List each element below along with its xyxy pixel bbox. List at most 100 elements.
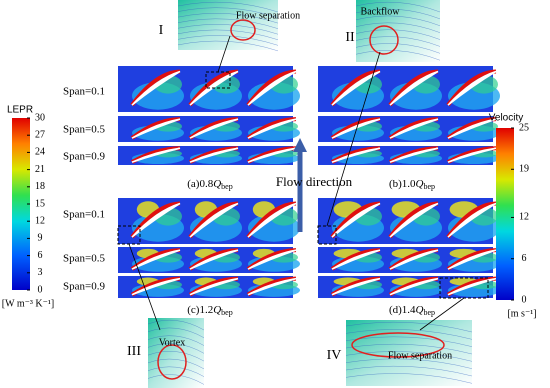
span-label: Span=0.1 [63, 86, 105, 98]
span-label: Span=0.9 [63, 151, 105, 163]
colorbar-tick-label: 27 [35, 129, 45, 140]
blade [247, 277, 297, 296]
streamline [177, 18, 279, 29]
colorbar [496, 128, 514, 300]
blade [131, 277, 181, 296]
inset-note: Flow separation [388, 350, 452, 361]
inset-image [346, 320, 472, 386]
streamline [345, 351, 473, 362]
callout-arrow [326, 51, 381, 227]
inset-numeral: IV [327, 348, 342, 363]
inset-numeral: I [159, 23, 164, 38]
blade [189, 202, 239, 238]
span-label: Span=0.9 [63, 281, 105, 293]
colorbar-title: LEPR [7, 105, 33, 116]
blade [189, 147, 239, 163]
streamline [177, 24, 279, 35]
blade [131, 202, 181, 238]
streamline [345, 343, 473, 355]
callout-arrow [217, 35, 231, 73]
panel-caption: (b)1.0Qbep [389, 178, 435, 191]
colorbar-unit: [W m⁻³ K⁻¹] [2, 298, 54, 309]
blade [247, 70, 297, 106]
flow-label: Flow direction [276, 174, 353, 189]
streamline [355, 29, 441, 40]
inset-numeral: III [127, 344, 141, 359]
inset-numeral: II [345, 30, 355, 45]
callout-box [317, 225, 337, 245]
colorbar-tick-label: 15 [35, 198, 45, 209]
callout-arrow [128, 243, 161, 331]
streamline [355, 1, 441, 13]
highlight-ring [230, 19, 256, 41]
inset-note: Vortex [159, 337, 185, 348]
colorbar-tick-label: 6 [522, 253, 527, 264]
colorbar-unit: [m s⁻¹] [507, 308, 536, 319]
streamline [147, 374, 205, 385]
blade [131, 147, 181, 163]
streamline [147, 327, 205, 338]
streamline [177, 7, 279, 18]
streamline [147, 335, 205, 346]
blade [189, 70, 239, 106]
blade [331, 118, 381, 139]
panel-caption: (d)1.4Qbep [389, 304, 435, 317]
blade [389, 70, 439, 106]
blade [247, 118, 297, 139]
streamline [355, 15, 441, 27]
streamline [147, 319, 205, 331]
streamline [177, 1, 279, 13]
streamline [345, 373, 473, 384]
colorbar-tick-label: 25 [519, 122, 529, 133]
streamline [355, 8, 441, 20]
colorbar-tick-label: 6 [38, 250, 43, 261]
span-label: Span=0.1 [63, 209, 105, 221]
blade [389, 249, 439, 270]
blade [331, 147, 381, 163]
streamline [345, 329, 473, 340]
colorbar-tick-label: 30 [35, 112, 45, 123]
colorbar-tick-label: 19 [519, 164, 529, 175]
inset-image [148, 318, 204, 388]
streamline [177, 13, 279, 24]
inset-note: Backflow [361, 6, 401, 17]
panel-caption: (a)0.8Qbep [187, 178, 232, 191]
callout-arrow [419, 297, 465, 331]
panel-caption: (c)1.2Qbep [187, 304, 232, 317]
blade [189, 118, 239, 139]
streamline [147, 343, 205, 354]
blade [447, 118, 497, 139]
colorbar-tick-label: 24 [35, 147, 45, 158]
contour-panels [118, 66, 500, 298]
blade [131, 70, 181, 106]
blade [331, 70, 381, 106]
blade [447, 70, 497, 106]
blade [389, 277, 439, 296]
highlight-ring [369, 25, 399, 55]
blade [131, 118, 181, 139]
colorbar-tick-label: 0 [522, 294, 527, 305]
span-label: Span=0.5 [63, 253, 105, 265]
streamline [147, 358, 205, 370]
streamline [355, 50, 441, 61]
streamline [345, 321, 473, 333]
colorbar [12, 118, 30, 290]
insets: Flow separation Backflow Vortex Flow separa… [117, 0, 489, 388]
colorbar-tick-label: 9 [38, 233, 43, 244]
blade [331, 277, 381, 296]
colorbar-tick-label: 18 [35, 181, 45, 192]
streamline [177, 29, 279, 41]
colorbar-tick-label: 3 [38, 267, 43, 278]
colorbar-tick-label: 12 [35, 215, 45, 226]
blade [389, 147, 439, 163]
flow-arrow-head [293, 138, 307, 152]
span-label: Span=0.5 [63, 124, 105, 136]
blade [189, 277, 239, 296]
blade [247, 249, 297, 270]
streamline [147, 351, 205, 362]
colorbar-tick-label: 0 [38, 284, 43, 295]
streamline [345, 365, 473, 377]
blade [331, 202, 381, 238]
colorbar-tick-label: 21 [35, 164, 45, 175]
